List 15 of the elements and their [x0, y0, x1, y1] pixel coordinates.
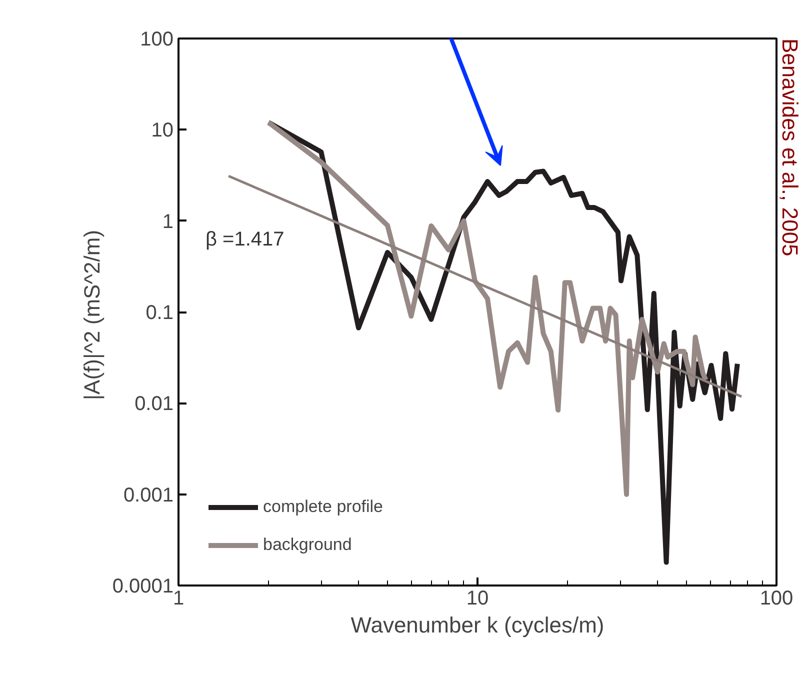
- y-tick-label: 10: [151, 120, 174, 142]
- y-tick-label: 0.01: [134, 393, 174, 416]
- y-tick-label: 1: [162, 210, 174, 233]
- x-tick-label: 100: [760, 588, 794, 610]
- x-axis-title: Wavenumber k (cycles/m): [350, 612, 604, 638]
- y-tick-label: 100: [140, 28, 174, 50]
- y-axis-title: |A(f)|^2 (mS^2/m): [79, 230, 104, 400]
- text: Benavides et al., 2005: [778, 38, 802, 256]
- y-tick-label: 0.0001: [112, 576, 174, 598]
- annotation: β =1.417: [206, 228, 284, 250]
- legend-label: complete profile: [263, 497, 384, 517]
- y-tick-label: 0.001: [123, 484, 174, 506]
- legend-label: background: [263, 535, 352, 555]
- x-tick-label: 10: [466, 588, 489, 610]
- y-tick-label: 0.1: [146, 302, 174, 324]
